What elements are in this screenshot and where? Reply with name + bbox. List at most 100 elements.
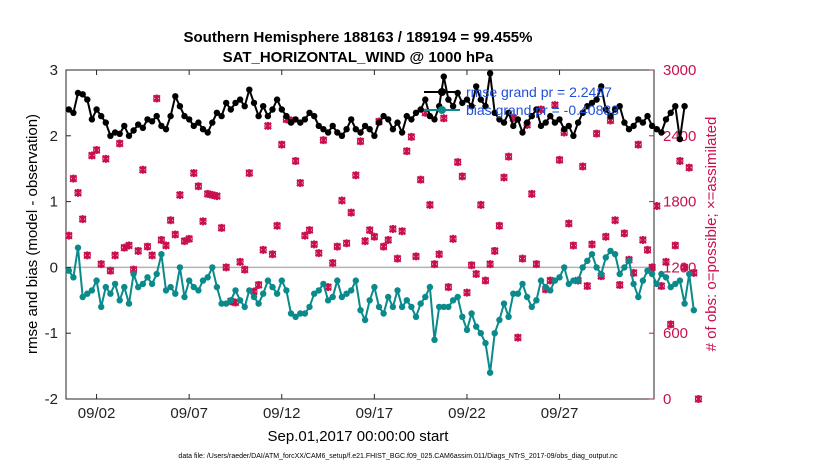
data-point-obs_assimilated: [268, 250, 277, 259]
y-left-tick-label: 1: [50, 194, 58, 211]
data-point-rmse: [385, 116, 392, 123]
data-point-bias: [283, 287, 290, 294]
data-point-rmse: [375, 119, 383, 126]
data-point-obs_assimilated: [277, 140, 286, 149]
data-point-rmse: [79, 91, 86, 98]
y-right-tick-label: 3000: [663, 62, 696, 79]
data-point-bias: [635, 293, 642, 301]
data-point-rmse: [176, 103, 184, 110]
data-point-bias: [223, 300, 230, 307]
data-point-bias: [607, 247, 614, 255]
data-point-obs_assimilated: [680, 263, 689, 272]
data-point-obs_assimilated: [74, 188, 82, 197]
data-point-bias: [454, 293, 461, 301]
data-point-bias: [533, 297, 540, 304]
data-point-bias: [236, 297, 244, 304]
data-point-obs_assimilated: [291, 157, 300, 166]
data-point-bias: [561, 264, 568, 271]
data-point-obs_assimilated: [222, 263, 231, 272]
data-point-rmse: [121, 122, 128, 130]
data-point-bias: [547, 287, 554, 294]
data-point-obs_assimilated: [532, 260, 541, 269]
data-point-bias: [227, 297, 234, 304]
data-point-rmse: [98, 112, 105, 120]
data-point-rmse: [116, 130, 123, 137]
data-point-rmse: [324, 129, 332, 136]
data-point-obs_assimilated: [305, 226, 314, 235]
data-point-rmse: [366, 126, 373, 133]
data-point-obs_assimilated: [430, 260, 439, 269]
data-point-rmse: [107, 132, 114, 139]
data-point-rmse: [236, 96, 244, 103]
data-point-rmse: [477, 96, 484, 103]
data-point-obs_assimilated: [365, 226, 374, 235]
data-point-bias: [153, 270, 160, 278]
data-point-bias: [278, 277, 285, 284]
data-point-obs_assimilated: [259, 245, 268, 254]
data-point-obs_assimilated: [78, 215, 87, 224]
data-point-obs_assimilated: [333, 242, 342, 251]
data-point-bias: [74, 244, 82, 251]
data-point-rmse: [537, 122, 545, 130]
data-point-rmse: [361, 122, 369, 130]
data-point-obs_assimilated: [69, 174, 78, 183]
data-point-obs_assimilated: [342, 239, 351, 248]
data-point-bias: [644, 267, 651, 274]
data-point-obs_assimilated: [115, 139, 124, 148]
data-point-rmse: [334, 129, 341, 136]
data-point-rmse: [65, 106, 73, 113]
data-point-rmse: [523, 119, 531, 126]
data-point-obs_assimilated: [356, 137, 365, 146]
data-point-rmse: [579, 109, 586, 117]
data-point-rmse: [672, 103, 679, 110]
data-point-rmse: [343, 126, 350, 133]
data-point-bias: [190, 283, 197, 291]
data-point-obs_assimilated: [120, 243, 129, 252]
data-point-bias: [273, 290, 281, 297]
y-right-tick-label: 0: [663, 391, 671, 408]
data-point-rmse: [320, 126, 327, 133]
data-point-rmse: [278, 106, 285, 113]
data-point-obs_assimilated: [347, 208, 356, 217]
data-point-obs_assimilated: [134, 246, 143, 255]
data-point-rmse: [329, 122, 336, 130]
data-point-obs_assimilated: [472, 269, 481, 278]
data-point-obs_assimilated: [426, 200, 434, 209]
y-axis-left-label: rmse and bias (model - observation): [24, 114, 41, 354]
data-point-rmse: [565, 122, 572, 130]
data-point-bias: [148, 280, 156, 288]
data-point-rmse: [500, 119, 508, 126]
data-point-obs_assimilated: [152, 94, 161, 103]
data-point-rmse: [125, 132, 133, 139]
data-point-bias: [361, 316, 369, 324]
data-point-bias: [514, 290, 522, 297]
data-point-bias: [602, 254, 609, 261]
data-point-obs_assimilated: [615, 280, 624, 289]
data-point-rmse: [630, 122, 637, 130]
data-point-bias: [158, 251, 165, 258]
data-point-bias: [686, 270, 693, 278]
data-point-rmse: [135, 121, 142, 128]
data-point-rmse: [653, 126, 660, 133]
data-point-bias: [292, 313, 299, 320]
data-point-obs_assimilated: [458, 172, 467, 181]
data-point-bias: [334, 277, 341, 284]
data-point-obs_assimilated: [185, 234, 194, 243]
data-point-bias: [389, 303, 397, 311]
data-point-bias: [505, 313, 512, 320]
data-point-obs_assimilated: [551, 101, 559, 110]
data-point-obs_assimilated: [175, 191, 184, 200]
data-point-bias: [343, 290, 350, 297]
data-point-rmse: [241, 103, 248, 110]
data-point-rmse: [528, 112, 535, 120]
data-point-bias: [269, 283, 276, 291]
footer-data-file: data file: /Users/raeder/DAI/ATM_forcXX/…: [178, 453, 618, 460]
data-point-bias: [102, 283, 110, 291]
data-point-obs_assimilated: [588, 240, 596, 249]
data-point-bias: [65, 267, 73, 274]
data-point-obs_assimilated: [101, 154, 110, 163]
data-point-bias: [107, 290, 114, 297]
data-point-bias: [431, 336, 438, 343]
legend-rmse-label: rmse grand pr = 2.2487: [466, 84, 612, 100]
data-point-obs_assimilated: [643, 245, 652, 254]
